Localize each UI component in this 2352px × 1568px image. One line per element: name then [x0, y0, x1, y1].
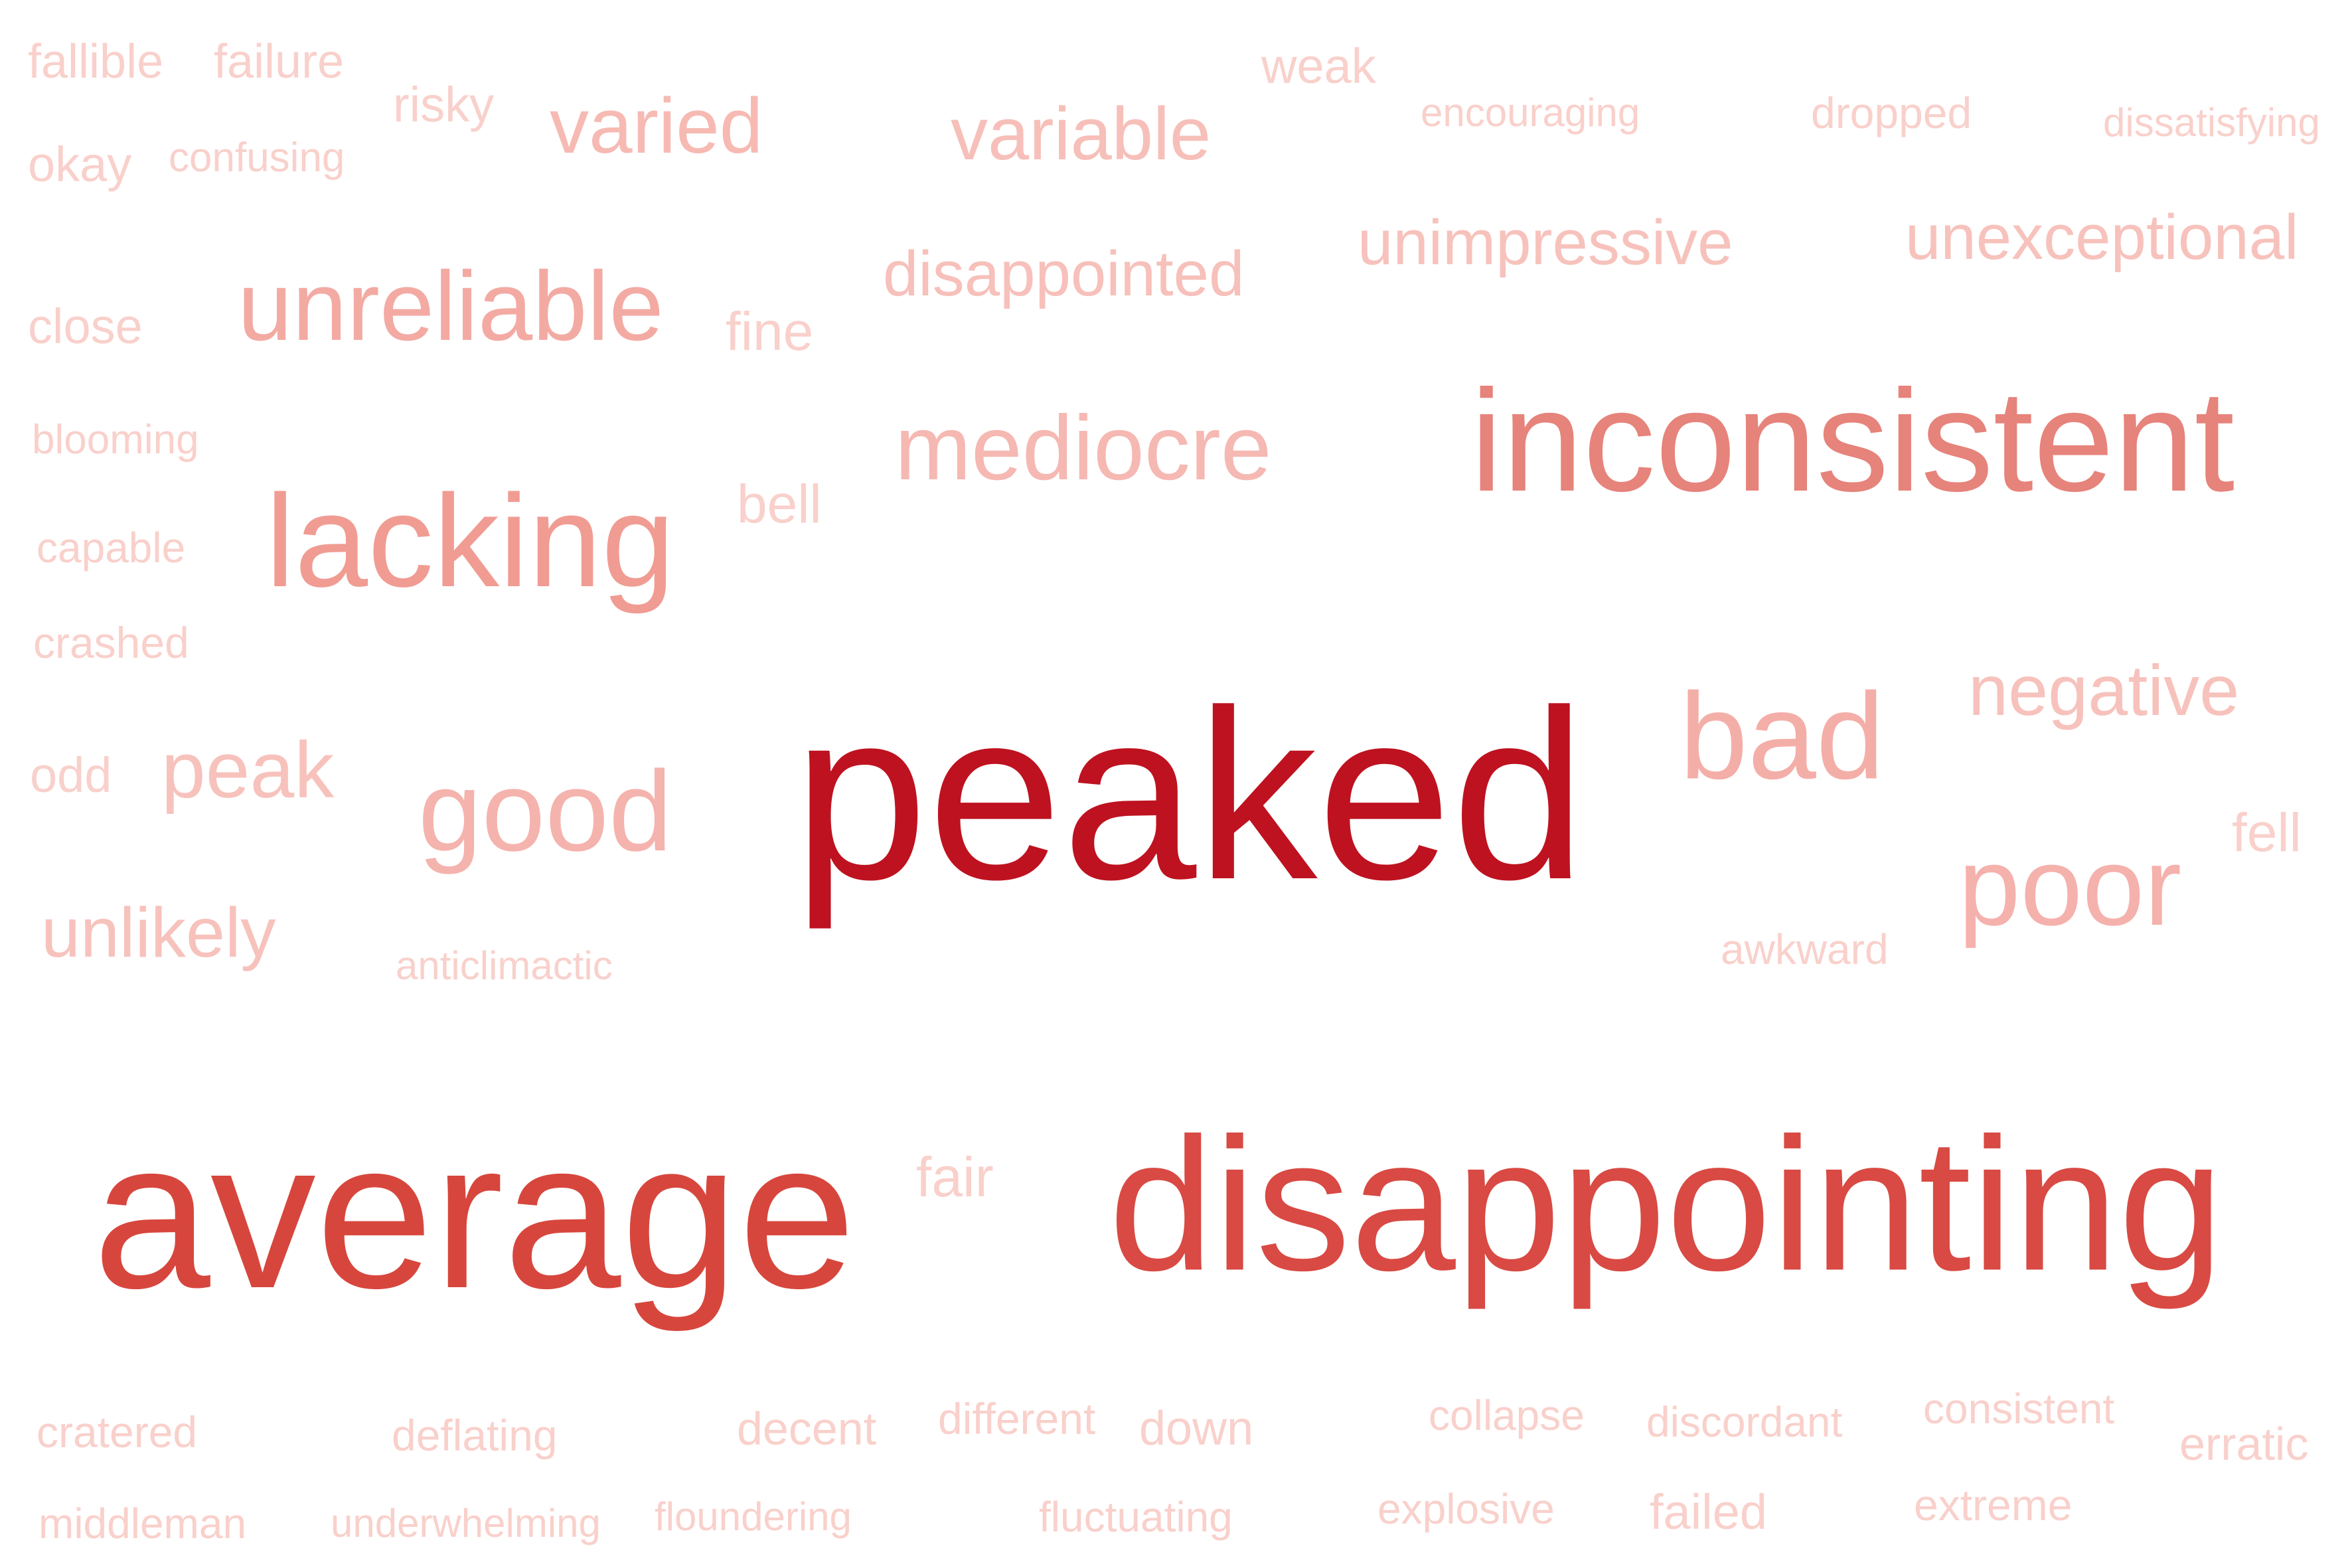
word-collapse: collapse [1429, 1391, 1585, 1439]
word-awkward: awkward [1721, 925, 1889, 973]
word-peak: peak [161, 726, 335, 815]
word-unexceptional: unexceptional [1905, 202, 2299, 273]
word-peaked: peaked [793, 660, 1587, 930]
word-erratic: erratic [2179, 1418, 2309, 1470]
word-fell: fell [2232, 803, 2302, 863]
word-unlikely: unlikely [41, 894, 276, 972]
word-varied: varied [550, 82, 763, 170]
word-middleman: middleman [39, 1500, 247, 1547]
word-failed: failed [1650, 1484, 1767, 1539]
word-fallible: fallible [28, 35, 164, 88]
word-risky: risky [393, 77, 495, 132]
word-explosive: explosive [1377, 1485, 1555, 1533]
word-crashed: crashed [33, 618, 189, 667]
word-fine: fine [726, 301, 814, 362]
word-floundering: floundering [655, 1494, 852, 1539]
word-disappointed: disappointed [883, 238, 1245, 309]
word-cratered: cratered [37, 1407, 198, 1456]
word-weak: weak [1261, 39, 1376, 94]
word-failure: failure [214, 35, 345, 88]
word-unreliable: unreliable [238, 252, 664, 361]
word-okay: okay [28, 137, 132, 192]
word-deflating: deflating [392, 1411, 558, 1460]
word-bell: bell [737, 474, 822, 534]
word-odd: odd [30, 747, 112, 803]
word-blooming: blooming [32, 417, 199, 463]
word-variable: variable [951, 92, 1212, 175]
word-fluctuating: fluctuating [1039, 1493, 1233, 1541]
word-different: different [938, 1394, 1096, 1443]
word-unimpressive: unimpressive [1358, 207, 1733, 278]
word-underwhelming: underwhelming [331, 1501, 601, 1545]
word-extreme: extreme [1914, 1480, 2073, 1529]
word-poor: poor [1958, 824, 2182, 949]
word-confusing: confusing [169, 135, 345, 181]
word-good: good [418, 747, 672, 875]
word-fair: fair [916, 1146, 994, 1208]
word-decent: decent [737, 1403, 877, 1454]
word-anticlimactic: anticlimactic [396, 943, 613, 988]
word-negative: negative [1968, 650, 2240, 730]
word-inconsistent: inconsistent [1470, 360, 2235, 522]
word-mediocre: mediocre [895, 397, 1272, 499]
word-close: close [28, 299, 143, 354]
word-discordant: discordant [1646, 1398, 1843, 1446]
word-consistent: consistent [1923, 1385, 2115, 1433]
word-dropped: dropped [1811, 88, 1972, 137]
word-down: down [1139, 1402, 1254, 1455]
word-disappointing: disappointing [1109, 1099, 2224, 1310]
word-average: average [93, 1097, 856, 1332]
word-capable: capable [37, 524, 186, 572]
word-bad: bad [1680, 668, 1885, 805]
word-lacking: lacking [266, 467, 675, 614]
word-encouraging: encouraging [1421, 90, 1640, 135]
word-dissatisfying: dissatisfying [2103, 100, 2320, 145]
